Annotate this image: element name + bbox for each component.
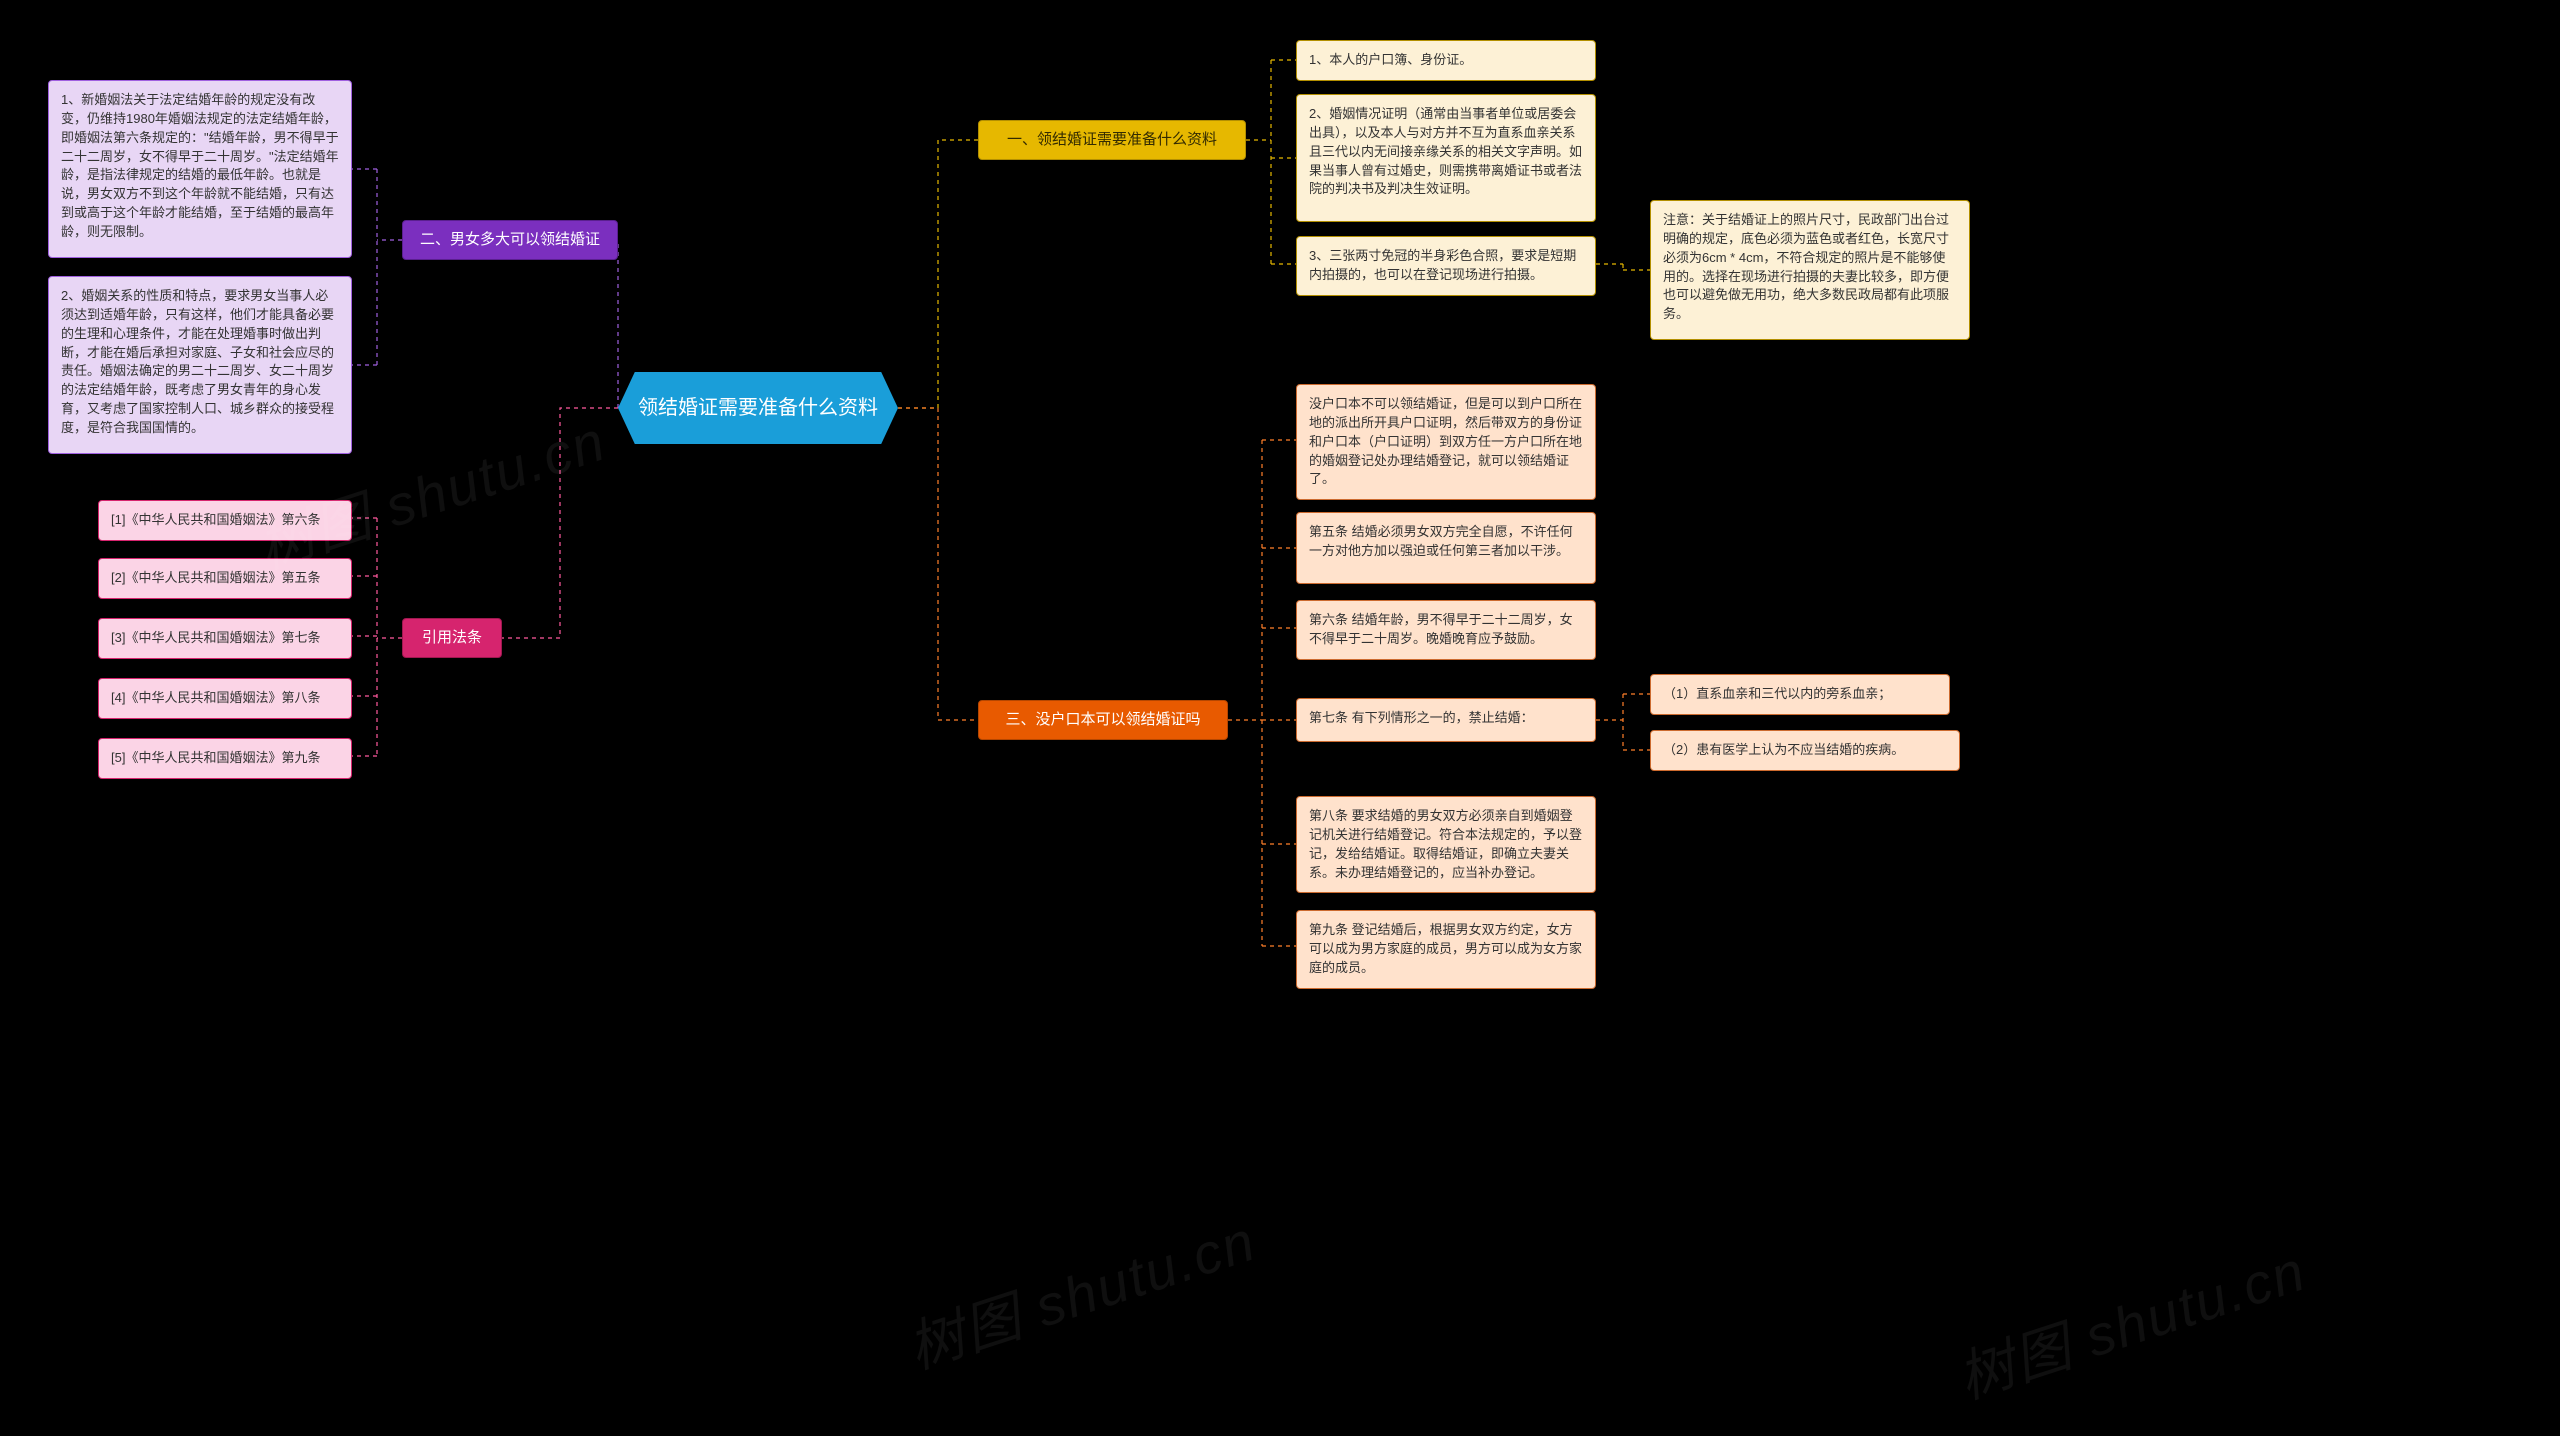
branch-b2: 二、男女多大可以领结婚证 (402, 220, 618, 260)
leaf-b4-1-label: [2]《中华人民共和国婚姻法》第五条 (111, 570, 320, 585)
leaf-b3-2: 第六条 结婚年龄，男不得早于二十二周岁，女不得早于二十周岁。晚婚晚育应予鼓励。 (1296, 600, 1596, 660)
leaf-b3-4-label: 第八条 要求结婚的男女双方必须亲自到婚姻登记机关进行结婚登记。符合本法规定的，予… (1309, 808, 1582, 880)
leaf-b4-0-label: [1]《中华人民共和国婚姻法》第六条 (111, 512, 320, 527)
branch-b3-label: 三、没户口本可以领结婚证吗 (1005, 709, 1200, 731)
leaf-b1-2-0: 注意：关于结婚证上的照片尺寸，民政部门出台过明确的规定，底色必须为蓝色或者红色，… (1650, 200, 1970, 340)
leaf-b4-0: [1]《中华人民共和国婚姻法》第六条 (98, 500, 352, 541)
leaf-b1-2-label: 3、三张两寸免冠的半身彩色合照，要求是短期内拍摄的，也可以在登记现场进行拍摄。 (1309, 248, 1576, 282)
leaf-b3-3-1-label: （2）患有医学上认为不应当结婚的疾病。 (1663, 742, 1904, 757)
branch-b4: 引用法条 (402, 618, 502, 658)
leaf-b3-0: 没户口本不可以领结婚证，但是可以到户口所在地的派出所开具户口证明，然后带双方的身… (1296, 384, 1596, 500)
leaf-b3-1-label: 第五条 结婚必须男女双方完全自愿，不许任何一方对他方加以强迫或任何第三者加以干涉… (1309, 524, 1573, 558)
leaf-b3-2-label: 第六条 结婚年龄，男不得早于二十二周岁，女不得早于二十周岁。晚婚晚育应予鼓励。 (1309, 612, 1573, 646)
center-node: 领结婚证需要准备什么资料 (618, 372, 898, 444)
leaf-b2-1-label: 2、婚姻关系的性质和特点，要求男女当事人必须达到适婚年龄，只有这样，他们才能具备… (61, 288, 334, 435)
leaf-b1-2-0-label: 注意：关于结婚证上的照片尺寸，民政部门出台过明确的规定，底色必须为蓝色或者红色，… (1663, 212, 1949, 321)
leaf-b3-4: 第八条 要求结婚的男女双方必须亲自到婚姻登记机关进行结婚登记。符合本法规定的，予… (1296, 796, 1596, 893)
leaf-b4-4-label: [5]《中华人民共和国婚姻法》第九条 (111, 750, 320, 765)
branch-b1-label: 一、领结婚证需要准备什么资料 (1007, 129, 1217, 151)
leaf-b4-3: [4]《中华人民共和国婚姻法》第八条 (98, 678, 352, 719)
leaf-b4-4: [5]《中华人民共和国婚姻法》第九条 (98, 738, 352, 779)
leaf-b3-3: 第七条 有下列情形之一的，禁止结婚： (1296, 698, 1596, 742)
branch-b1: 一、领结婚证需要准备什么资料 (978, 120, 1246, 160)
leaf-b4-3-label: [4]《中华人民共和国婚姻法》第八条 (111, 690, 320, 705)
watermark: 树图 shutu.cn (1946, 1226, 2315, 1415)
leaf-b1-1: 2、婚姻情况证明（通常由当事者单位或居委会出具），以及本人与对方并不互为直系血亲… (1296, 94, 1596, 222)
leaf-b3-1: 第五条 结婚必须男女双方完全自愿，不许任何一方对他方加以强迫或任何第三者加以干涉… (1296, 512, 1596, 584)
leaf-b3-3-label: 第七条 有下列情形之一的，禁止结婚： (1309, 710, 1534, 725)
leaf-b1-0: 1、本人的户口簿、身份证。 (1296, 40, 1596, 81)
leaf-b1-2: 3、三张两寸免冠的半身彩色合照，要求是短期内拍摄的，也可以在登记现场进行拍摄。 (1296, 236, 1596, 296)
branch-b3: 三、没户口本可以领结婚证吗 (978, 700, 1228, 740)
leaf-b4-2: [3]《中华人民共和国婚姻法》第七条 (98, 618, 352, 659)
leaf-b3-3-1: （2）患有医学上认为不应当结婚的疾病。 (1650, 730, 1960, 771)
leaf-b3-3-0-label: （1）直系血亲和三代以内的旁系血亲； (1663, 686, 1891, 701)
leaf-b2-1: 2、婚姻关系的性质和特点，要求男女当事人必须达到适婚年龄，只有这样，他们才能具备… (48, 276, 352, 454)
leaf-b3-5: 第九条 登记结婚后，根据男女双方约定，女方可以成为男方家庭的成员，男方可以成为女… (1296, 910, 1596, 989)
leaf-b4-1: [2]《中华人民共和国婚姻法》第五条 (98, 558, 352, 599)
leaf-b4-2-label: [3]《中华人民共和国婚姻法》第七条 (111, 630, 320, 645)
watermark: 树图 shutu.cn (896, 1196, 1265, 1385)
leaf-b1-1-label: 2、婚姻情况证明（通常由当事者单位或居委会出具），以及本人与对方并不互为直系血亲… (1309, 106, 1582, 196)
leaf-b2-0-label: 1、新婚姻法关于法定结婚年龄的规定没有改变，仍维持1980年婚姻法规定的法定结婚… (61, 92, 339, 239)
leaf-b2-0: 1、新婚姻法关于法定结婚年龄的规定没有改变，仍维持1980年婚姻法规定的法定结婚… (48, 80, 352, 258)
branch-b2-label: 二、男女多大可以领结婚证 (420, 229, 600, 251)
leaf-b3-0-label: 没户口本不可以领结婚证，但是可以到户口所在地的派出所开具户口证明，然后带双方的身… (1309, 396, 1582, 486)
leaf-b1-0-label: 1、本人的户口簿、身份证。 (1309, 52, 1472, 67)
leaf-b3-3-0: （1）直系血亲和三代以内的旁系血亲； (1650, 674, 1950, 715)
connector-lines (0, 0, 2560, 1436)
branch-b4-label: 引用法条 (422, 627, 482, 649)
center-label: 领结婚证需要准备什么资料 (638, 394, 878, 423)
leaf-b3-5-label: 第九条 登记结婚后，根据男女双方约定，女方可以成为男方家庭的成员，男方可以成为女… (1309, 922, 1582, 975)
